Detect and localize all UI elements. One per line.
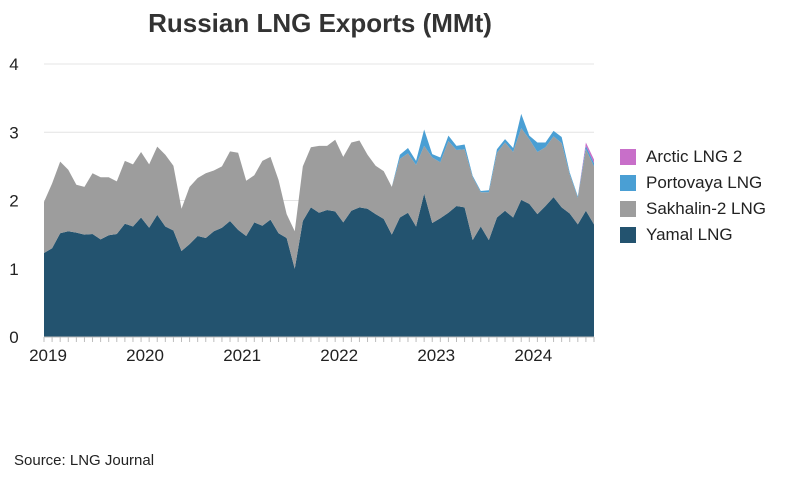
legend-item-arctic-lng-2[interactable]: Arctic LNG 2 — [620, 144, 766, 170]
x-tick-label: 2022 — [320, 346, 358, 365]
x-tick-label: 2021 — [223, 346, 261, 365]
y-tick-label: 3 — [9, 123, 18, 142]
x-axis: 2019 2020 2021 2022 2023 2024 — [29, 336, 595, 365]
area-sakhalin-2-lng — [44, 128, 594, 269]
legend-swatch — [620, 227, 636, 243]
legend-label: Portovaya LNG — [646, 173, 763, 192]
x-tick-label: 2023 — [417, 346, 455, 365]
legend: Arctic LNG 2 Portovaya LNG Sakhalin-2 LN… — [620, 144, 766, 248]
legend-item-yamal-lng[interactable]: Yamal LNG — [620, 222, 766, 248]
legend-label: Yamal LNG — [646, 225, 733, 244]
x-tick-label: 2019 — [29, 346, 67, 365]
x-tick-label: 2024 — [514, 346, 552, 365]
y-tick-label: 2 — [9, 192, 18, 211]
y-tick-label: 4 — [9, 55, 18, 74]
legend-label: Arctic LNG 2 — [646, 147, 743, 166]
area-series-group — [44, 113, 594, 337]
legend-swatch — [620, 175, 636, 191]
legend-swatch — [620, 201, 636, 217]
legend-item-portovaya-lng[interactable]: Portovaya LNG — [620, 170, 766, 196]
legend-item-sakhalin-2-lng[interactable]: Sakhalin-2 LNG — [620, 196, 766, 222]
y-tick-label: 1 — [9, 260, 18, 279]
y-tick-label: 0 — [9, 328, 18, 347]
area-yamal-lng — [44, 193, 594, 337]
legend-label: Sakhalin-2 LNG — [646, 199, 767, 218]
x-tick-label: 2020 — [126, 346, 164, 365]
y-axis: 0 1 2 3 4 — [9, 55, 18, 347]
chart-title: Russian LNG Exports (MMt) — [148, 8, 492, 38]
legend-swatch — [620, 149, 636, 165]
source-note: Source: LNG Journal — [14, 452, 155, 469]
